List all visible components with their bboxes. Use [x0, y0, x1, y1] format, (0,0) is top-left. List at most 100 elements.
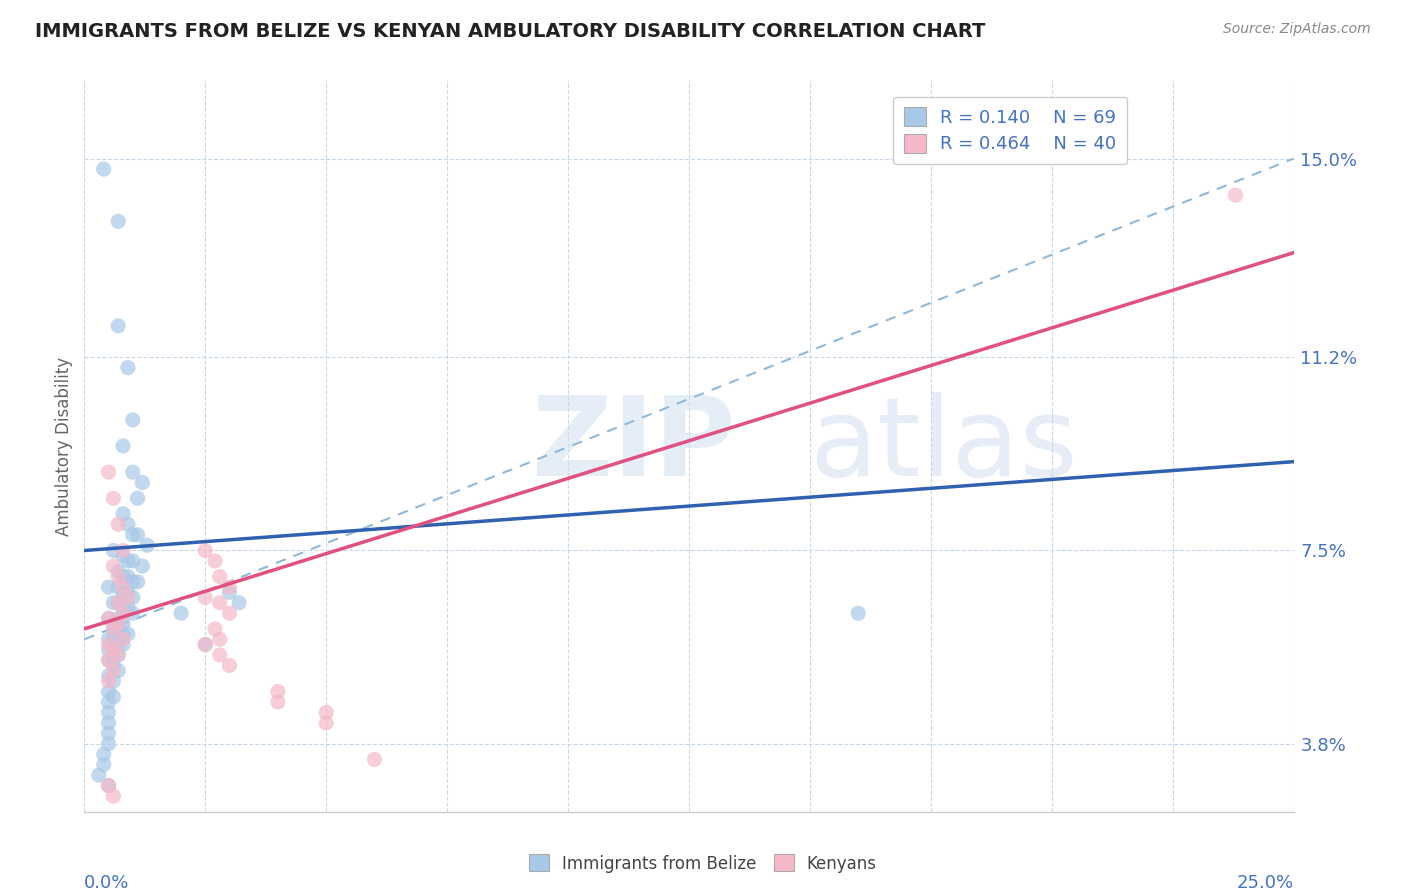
Point	[127, 491, 149, 506]
Point	[107, 596, 129, 610]
Point	[112, 606, 135, 620]
Point	[103, 596, 125, 610]
Point	[87, 768, 110, 782]
Point	[267, 684, 290, 698]
Text: Source: ZipAtlas.com: Source: ZipAtlas.com	[1223, 22, 1371, 37]
Point	[97, 674, 120, 689]
Point	[103, 789, 125, 803]
Point	[103, 622, 125, 636]
Point	[208, 648, 231, 662]
Point	[315, 706, 337, 720]
Point	[107, 622, 129, 636]
Point	[131, 559, 153, 574]
Point	[363, 752, 385, 766]
Point	[1225, 188, 1247, 202]
Point	[97, 715, 120, 730]
Point	[97, 695, 120, 709]
Point	[93, 747, 115, 762]
Point	[218, 585, 240, 599]
Point	[117, 360, 139, 375]
Point	[97, 669, 120, 683]
Point	[97, 611, 120, 625]
Point	[194, 638, 217, 652]
Point	[121, 528, 143, 542]
Point	[93, 162, 115, 177]
Point	[103, 622, 125, 636]
Point	[97, 611, 120, 625]
Point	[97, 653, 120, 667]
Point	[103, 642, 125, 657]
Point	[107, 569, 129, 583]
Point	[103, 674, 125, 689]
Point	[103, 648, 125, 662]
Point	[228, 596, 250, 610]
Point	[97, 580, 120, 594]
Point	[103, 632, 125, 647]
Text: 25.0%: 25.0%	[1236, 874, 1294, 892]
Point	[204, 622, 226, 636]
Point	[267, 695, 290, 709]
Point	[218, 606, 240, 620]
Point	[194, 591, 217, 605]
Point	[121, 554, 143, 568]
Text: atlas: atlas	[810, 392, 1078, 500]
Point	[136, 538, 159, 552]
Point	[204, 554, 226, 568]
Point	[107, 580, 129, 594]
Legend: R = 0.140    N = 69, R = 0.464    N = 40: R = 0.140 N = 69, R = 0.464 N = 40	[893, 96, 1128, 164]
Point	[121, 465, 143, 479]
Text: 0.0%: 0.0%	[84, 874, 129, 892]
Point	[103, 543, 125, 558]
Point	[121, 606, 143, 620]
Point	[103, 690, 125, 704]
Point	[97, 638, 120, 652]
Point	[112, 616, 135, 631]
Point	[107, 648, 129, 662]
Text: ZIP: ZIP	[531, 392, 735, 500]
Point	[117, 591, 139, 605]
Point	[107, 214, 129, 228]
Y-axis label: Ambulatory Disability: Ambulatory Disability	[55, 357, 73, 535]
Point	[97, 706, 120, 720]
Point	[315, 715, 337, 730]
Point	[112, 569, 135, 583]
Point	[103, 658, 125, 673]
Text: IMMIGRANTS FROM BELIZE VS KENYAN AMBULATORY DISABILITY CORRELATION CHART: IMMIGRANTS FROM BELIZE VS KENYAN AMBULAT…	[35, 22, 986, 41]
Point	[107, 648, 129, 662]
Point	[208, 569, 231, 583]
Point	[107, 664, 129, 678]
Point	[112, 543, 135, 558]
Point	[112, 638, 135, 652]
Point	[97, 684, 120, 698]
Point	[103, 664, 125, 678]
Point	[117, 517, 139, 532]
Point	[170, 606, 193, 620]
Point	[107, 565, 129, 579]
Point	[117, 569, 139, 583]
Point	[97, 642, 120, 657]
Point	[112, 601, 135, 615]
Point	[112, 507, 135, 521]
Point	[97, 632, 120, 647]
Point	[107, 318, 129, 333]
Point	[112, 627, 135, 641]
Point	[107, 616, 129, 631]
Point	[127, 574, 149, 589]
Point	[117, 554, 139, 568]
Point	[103, 559, 125, 574]
Point	[103, 491, 125, 506]
Point	[218, 580, 240, 594]
Point	[97, 465, 120, 479]
Legend: Immigrants from Belize, Kenyans: Immigrants from Belize, Kenyans	[523, 847, 883, 880]
Point	[117, 585, 139, 599]
Point	[107, 517, 129, 532]
Point	[112, 632, 135, 647]
Point	[107, 596, 129, 610]
Point	[121, 574, 143, 589]
Point	[117, 601, 139, 615]
Point	[97, 779, 120, 793]
Point	[208, 632, 231, 647]
Point	[127, 528, 149, 542]
Point	[112, 585, 135, 599]
Point	[107, 611, 129, 625]
